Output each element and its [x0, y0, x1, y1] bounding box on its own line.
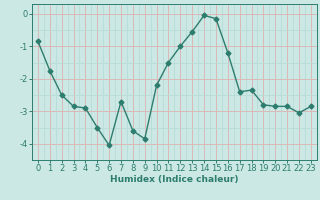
X-axis label: Humidex (Indice chaleur): Humidex (Indice chaleur) — [110, 175, 239, 184]
